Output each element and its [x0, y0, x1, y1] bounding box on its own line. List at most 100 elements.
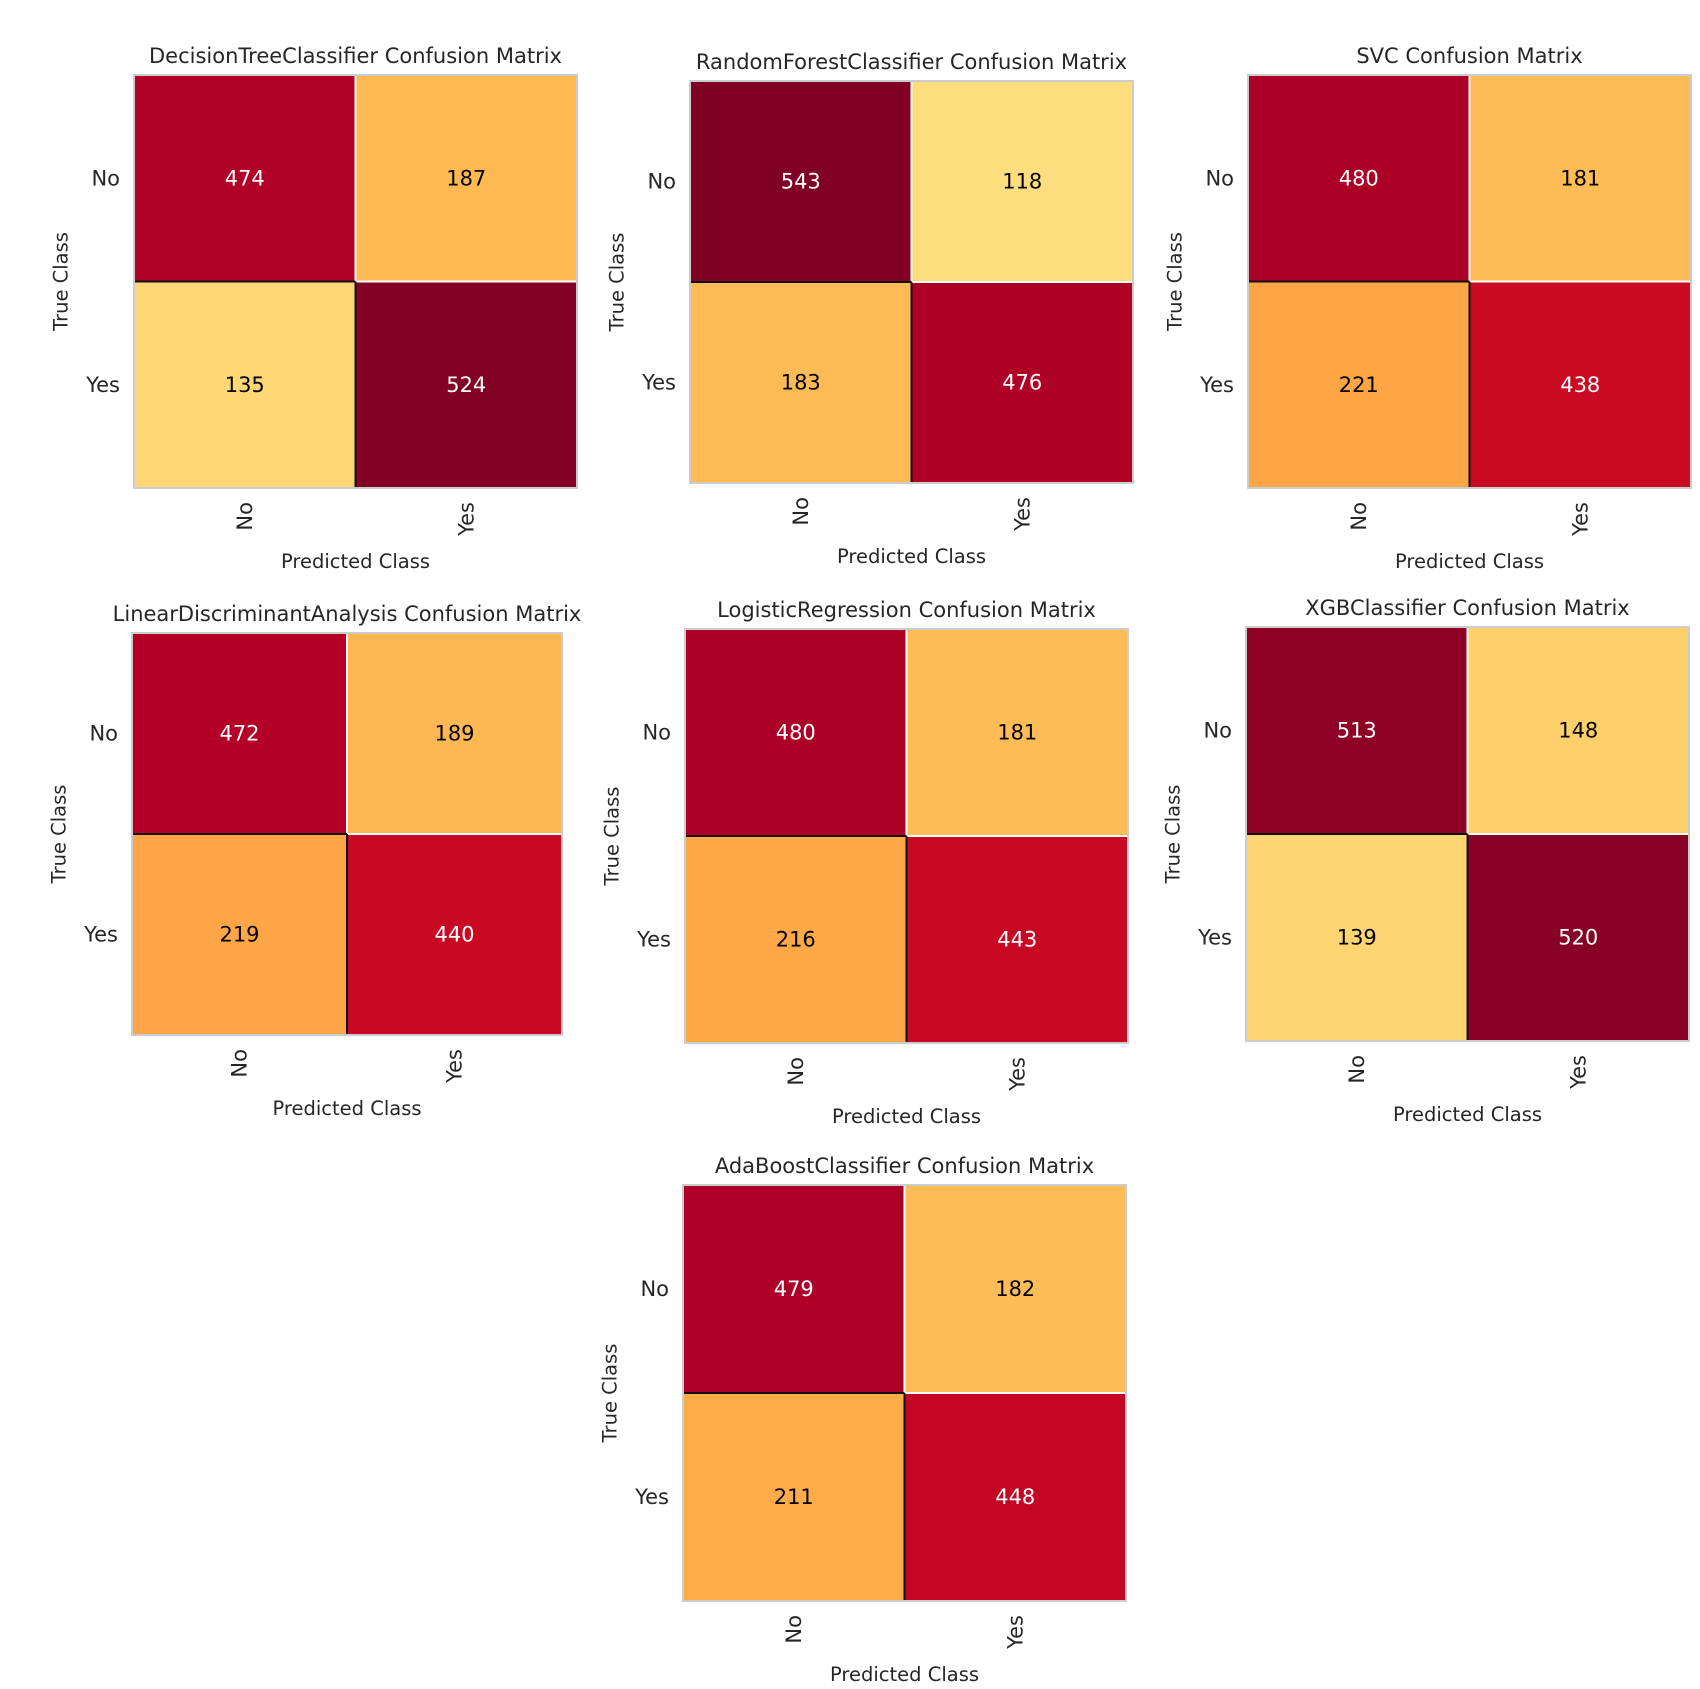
heatmap-cell: [905, 628, 1129, 837]
x-axis-label: Predicted Class: [1395, 550, 1544, 573]
confusion-matrix-panel: 513 148 139 520 XGBClassifier Confusion Matr…: [1162, 596, 1690, 1126]
y-tick-label: Yes: [634, 1485, 669, 1509]
cell-value-label: 187: [446, 166, 486, 190]
plot-frame: [689, 80, 1134, 484]
x-axis-label: Predicted Class: [830, 1663, 979, 1686]
cell-value-label: 513: [1337, 719, 1377, 743]
cell-value-label: 181: [997, 721, 1037, 745]
heatmap-cell: [1245, 833, 1469, 1042]
y-tick-label: Yes: [1199, 373, 1234, 397]
chart-title: SVC Confusion Matrix: [1356, 44, 1582, 68]
plot-frame: [1247, 74, 1692, 489]
heatmap-cell: [1247, 280, 1471, 489]
cell-value-label: 543: [781, 170, 821, 194]
x-tick-label: Yes: [443, 1049, 467, 1084]
x-tick-label: Yes: [1010, 497, 1034, 532]
x-tick-label: Yes: [1568, 502, 1592, 537]
y-axis-label: True Class: [606, 233, 629, 333]
heatmap-cell: [133, 74, 357, 283]
y-axis-label: True Class: [599, 1344, 622, 1444]
cell-value-label: 443: [997, 928, 1037, 952]
x-tick-label: Yes: [454, 502, 478, 537]
heatmap-cell: [684, 628, 908, 837]
cell-value-label: 520: [1558, 926, 1598, 950]
x-axis-label: Predicted Class: [832, 1105, 981, 1128]
chart-title: DecisionTreeClassifier Confusion Matrix: [149, 44, 562, 68]
heatmap-cell: [682, 1392, 906, 1602]
chart-title: LinearDiscriminantAnalysis Confusion Mat…: [113, 602, 582, 626]
x-tick-label: No: [782, 1615, 806, 1644]
x-axis-label: Predicted Class: [837, 545, 986, 568]
cell-value-label: 221: [1339, 373, 1379, 397]
cell-value-label: 211: [774, 1485, 814, 1509]
x-tick-label: Yes: [1005, 1057, 1029, 1092]
confusion-matrix-panel: 480 181 221 438 SVC Confusion Matrix No Yes No Y…: [1164, 44, 1692, 573]
x-tick-label: No: [233, 502, 257, 531]
heatmap-cell: [346, 833, 563, 1036]
heatmap-cell: [903, 1392, 1127, 1602]
chart-title: AdaBoostClassifier Confusion Matrix: [715, 1154, 1094, 1178]
x-tick-label: No: [228, 1049, 252, 1078]
cell-value-label: 480: [776, 721, 816, 745]
cell-value-label: 189: [434, 722, 474, 746]
x-tick-label: No: [784, 1057, 808, 1086]
heatmap-cell: [1468, 74, 1692, 283]
plot-frame: [1245, 626, 1690, 1042]
cell-value-label: 216: [776, 928, 816, 952]
x-tick-label: Yes: [1566, 1055, 1590, 1090]
chart-title: XGBClassifier Confusion Matrix: [1305, 596, 1630, 620]
x-tick-label: Yes: [1003, 1615, 1027, 1650]
confusion-matrix-panel: 472 189 219 440 LinearDiscriminantAnalysis C…: [48, 602, 582, 1120]
chart-title: RandomForestClassifier Confusion Matrix: [696, 50, 1127, 74]
chart-title: LogisticRegression Confusion Matrix: [717, 598, 1096, 622]
y-axis-label: True Class: [601, 787, 624, 887]
plot-frame: [133, 74, 578, 489]
heatmap-cell: [1245, 626, 1469, 835]
heatmap-cell: [354, 280, 578, 489]
plot-frame: [131, 632, 563, 1036]
y-axis-label: True Class: [50, 232, 73, 332]
cell-value-label: 480: [1339, 166, 1379, 190]
cell-value-label: 474: [225, 166, 265, 190]
cell-value-label: 139: [1337, 926, 1377, 950]
x-tick-label: No: [789, 497, 813, 526]
cell-value-label: 219: [219, 923, 259, 947]
cell-value-label: 438: [1560, 373, 1600, 397]
confusion-matrix-panel: 543 118 183 476 RandomForestClassifier Confu…: [606, 50, 1134, 568]
cell-value-label: 182: [995, 1277, 1035, 1301]
x-tick-label: No: [1345, 1055, 1369, 1084]
y-tick-label: Yes: [83, 923, 118, 947]
heatmap-cell: [131, 632, 348, 835]
y-tick-label: No: [642, 721, 671, 745]
plot-frame: [684, 628, 1129, 1044]
confusion-matrix-panel: 474 187 135 524 DecisionTreeClassifier Confu…: [50, 44, 578, 573]
x-axis-label: Predicted Class: [281, 550, 430, 573]
cell-value-label: 135: [225, 373, 265, 397]
y-axis-label: True Class: [1164, 232, 1187, 332]
y-axis-label: True Class: [48, 785, 71, 885]
cell-value-label: 476: [1002, 371, 1042, 395]
cell-value-label: 118: [1002, 170, 1042, 194]
heatmap-cell: [905, 835, 1129, 1044]
x-tick-label: No: [1347, 502, 1371, 531]
y-tick-label: No: [1205, 166, 1234, 190]
heatmap-cell: [354, 74, 578, 283]
cell-value-label: 440: [434, 923, 474, 947]
y-tick-label: Yes: [1197, 926, 1232, 950]
plot-frame: [682, 1184, 1127, 1602]
x-axis-label: Predicted Class: [1393, 1103, 1542, 1126]
confusion-matrix-panel: 480 181 216 443 LogisticRegression Confusion…: [601, 598, 1129, 1128]
y-tick-label: No: [640, 1277, 669, 1301]
cell-value-label: 148: [1558, 719, 1598, 743]
heatmap-cell: [682, 1184, 906, 1394]
x-axis-label: Predicted Class: [272, 1097, 421, 1120]
y-tick-label: Yes: [641, 371, 676, 395]
heatmap-cell: [1468, 280, 1692, 489]
cell-value-label: 524: [446, 373, 486, 397]
y-axis-label: True Class: [1162, 785, 1185, 885]
heatmap-cell: [1466, 626, 1690, 835]
cell-value-label: 472: [219, 722, 259, 746]
y-tick-label: No: [1203, 719, 1232, 743]
y-tick-label: Yes: [636, 928, 671, 952]
